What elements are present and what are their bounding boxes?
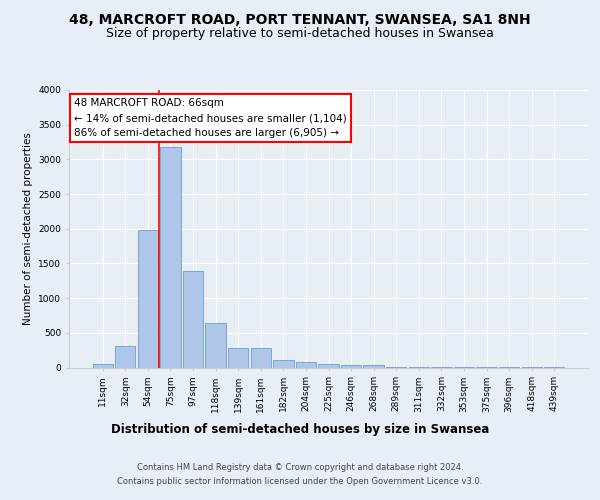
Text: Size of property relative to semi-detached houses in Swansea: Size of property relative to semi-detach… bbox=[106, 28, 494, 40]
Text: 48, MARCROFT ROAD, PORT TENNANT, SWANSEA, SA1 8NH: 48, MARCROFT ROAD, PORT TENNANT, SWANSEA… bbox=[69, 12, 531, 26]
Y-axis label: Number of semi-detached properties: Number of semi-detached properties bbox=[23, 132, 33, 325]
Text: 48 MARCROFT ROAD: 66sqm
← 14% of semi-detached houses are smaller (1,104)
86% of: 48 MARCROFT ROAD: 66sqm ← 14% of semi-de… bbox=[74, 98, 347, 138]
Bar bbox=[160, 147, 181, 368]
Bar bbox=[364, 366, 384, 368]
Bar bbox=[341, 364, 361, 368]
Text: Contains public sector information licensed under the Open Government Licence v3: Contains public sector information licen… bbox=[118, 478, 482, 486]
Bar bbox=[115, 346, 136, 368]
Bar bbox=[205, 323, 226, 368]
Bar bbox=[386, 367, 406, 368]
Bar bbox=[251, 348, 271, 368]
Bar bbox=[296, 362, 316, 368]
Bar bbox=[273, 360, 293, 368]
Bar bbox=[319, 364, 338, 368]
Bar bbox=[92, 364, 113, 368]
Bar bbox=[228, 348, 248, 368]
Text: Distribution of semi-detached houses by size in Swansea: Distribution of semi-detached houses by … bbox=[111, 422, 489, 436]
Bar bbox=[138, 230, 158, 368]
Bar bbox=[183, 271, 203, 368]
Text: Contains HM Land Registry data © Crown copyright and database right 2024.: Contains HM Land Registry data © Crown c… bbox=[137, 462, 463, 471]
